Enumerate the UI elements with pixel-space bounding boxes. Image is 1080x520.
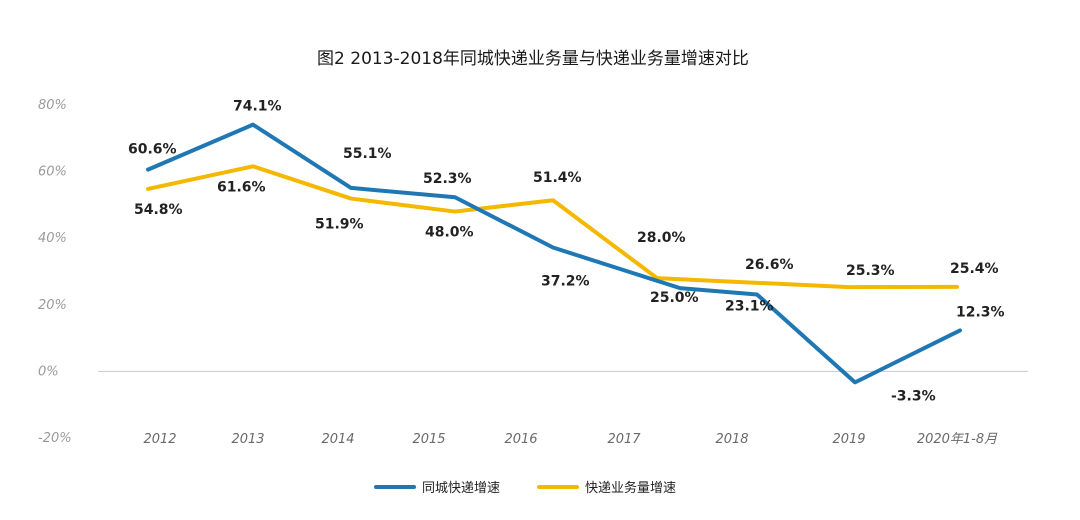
x-tick-label: 2018 <box>715 432 748 447</box>
y-tick-label: 40% <box>38 231 67 246</box>
series-line <box>146 164 959 290</box>
y-tick-label: 60% <box>38 165 67 180</box>
data-label: 23.1% <box>725 298 774 314</box>
data-label: 74.1% <box>233 99 282 115</box>
data-label: 60.6% <box>128 142 177 158</box>
x-tick-label: 2012 <box>143 432 176 447</box>
data-label: 26.6% <box>745 257 794 273</box>
data-label: 51.9% <box>315 217 364 233</box>
data-label: -3.3% <box>891 388 936 404</box>
x-tick-label: 2014 <box>321 432 354 447</box>
legend: 同城快递增速 快递业务量增速 <box>374 480 676 496</box>
data-label: 28.0% <box>637 230 686 246</box>
series-line <box>146 122 962 385</box>
data-label: 52.3% <box>423 171 472 187</box>
data-label: 54.8% <box>134 202 183 218</box>
data-label: 25.0% <box>650 290 699 306</box>
x-tick-label: 2013 <box>231 432 264 447</box>
data-label: 55.1% <box>343 146 392 162</box>
y-axis-ticks: 80% 60% 40% 20% 0% -20% <box>38 98 72 446</box>
data-label: 25.3% <box>846 263 895 279</box>
y-tick-label: 20% <box>38 298 67 313</box>
x-tick-label: 2016 <box>504 432 537 447</box>
data-label: 51.4% <box>533 170 582 186</box>
x-tick-label: 2017 <box>607 432 641 447</box>
series-lines <box>146 122 962 385</box>
x-tick-label: 2020年1-8月 <box>917 432 998 447</box>
x-axis-ticks: 2012 2013 2014 2015 2016 2017 2018 2019 2020年1-8… <box>143 432 998 447</box>
y-tick-label: 80% <box>38 98 67 113</box>
data-label: 61.6% <box>217 179 266 195</box>
data-labels: 60.6% 74.1% 55.1% 52.3% 37.2% 25.0% 23.1% -3.3%… <box>128 99 1005 405</box>
x-tick-label: 2015 <box>412 432 445 447</box>
data-label: 12.3% <box>956 304 1005 320</box>
data-label: 37.2% <box>541 274 590 290</box>
y-tick-label: 0% <box>38 364 59 379</box>
x-tick-label: 2019 <box>832 432 865 447</box>
data-label: 25.4% <box>950 261 999 277</box>
y-tick-label: -20% <box>38 431 72 446</box>
data-label: 48.0% <box>425 225 474 241</box>
legend-label: 同城快递增速 <box>422 481 500 496</box>
chart-title: 图2 2013-2018年同城快递业务量与快递业务量增速对比 <box>317 49 749 69</box>
legend-label: 快递业务量增速 <box>585 480 676 496</box>
